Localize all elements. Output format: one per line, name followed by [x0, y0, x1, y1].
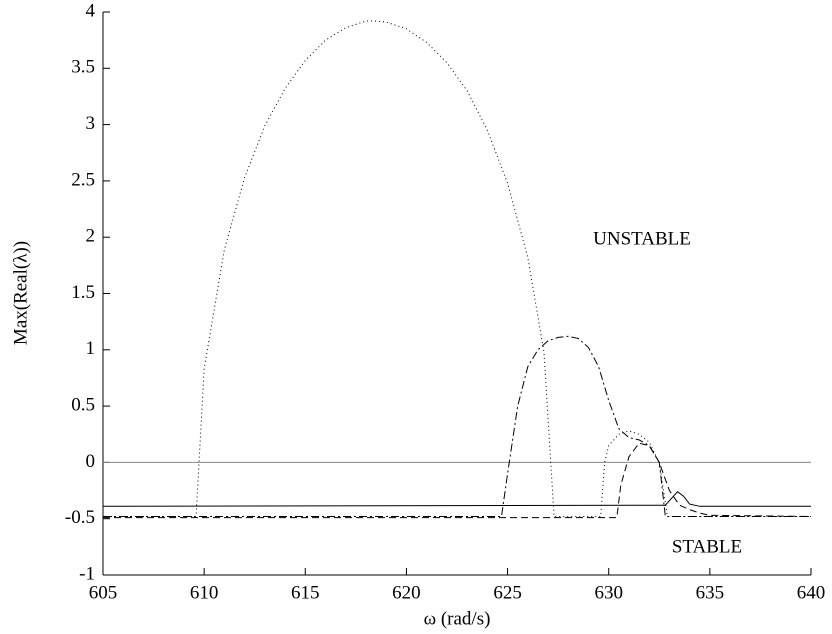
- y-tick-label: 1: [86, 338, 96, 359]
- y-tick-label: 1.5: [71, 282, 95, 303]
- series-line: [103, 442, 812, 519]
- series-line: [103, 20, 811, 517]
- x-tick-label: 615: [291, 582, 320, 603]
- y-tick-label: 0: [86, 451, 96, 472]
- y-axis-label: Max(Real(λ)): [10, 241, 31, 345]
- series-line: [103, 335, 811, 517]
- x-tick-label: 630: [594, 582, 623, 603]
- y-tick-label: 2.5: [71, 169, 95, 190]
- y-tick-label: 4: [86, 0, 96, 21]
- x-tick-label: 605: [89, 582, 118, 603]
- y-tick-label: 0.5: [71, 394, 95, 415]
- y-tick-label: 2: [86, 226, 96, 247]
- x-tick-label: 635: [696, 582, 725, 603]
- x-axis-label: ω (rad/s): [424, 608, 491, 629]
- x-tick-label: 610: [190, 582, 219, 603]
- y-tick-label: -1: [79, 563, 95, 584]
- annotation: UNSTABLE: [593, 228, 691, 249]
- annotation: STABLE: [672, 536, 742, 557]
- x-tick-label: 620: [392, 582, 421, 603]
- series-line: [102, 491, 811, 507]
- x-tick-label: 640: [797, 582, 826, 603]
- y-tick-label: -0.5: [65, 507, 95, 528]
- y-tick-label: 3: [86, 113, 96, 134]
- x-tick-label: 625: [493, 582, 522, 603]
- y-tick-label: 3.5: [71, 57, 95, 78]
